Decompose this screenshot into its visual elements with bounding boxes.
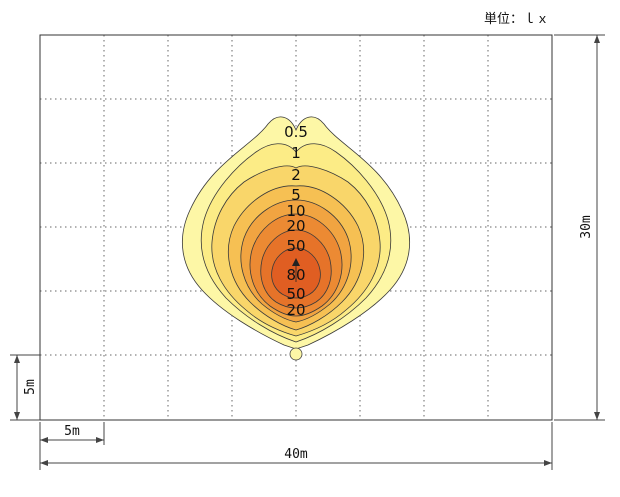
label-2: 2	[291, 166, 301, 184]
isolux-contours	[182, 116, 410, 361]
label-20: 20	[286, 217, 305, 235]
aim-arrow	[292, 258, 300, 266]
plan-frame	[39, 34, 553, 421]
dim-width: 40m	[39, 422, 553, 470]
label-80: 80	[286, 266, 305, 284]
label-50-lower: 50	[286, 285, 305, 303]
unit-label: 単位：ｌｘ	[484, 11, 549, 27]
dim-grid-y-label: 5m	[23, 379, 38, 395]
dim-grid-y: 5m	[10, 354, 40, 421]
label-0-5: 0.5	[284, 123, 308, 141]
label-20-lower: 20	[286, 301, 305, 319]
label-5: 5	[291, 186, 301, 204]
dim-grid-x: 5m	[40, 422, 105, 445]
dim-width-label: 40m	[284, 447, 308, 462]
dim-height-label: 30m	[579, 215, 594, 239]
label-50: 50	[286, 237, 305, 255]
dim-grid-x-label: 5m	[64, 424, 80, 439]
luminaire-marker	[289, 347, 303, 361]
label-10: 10	[286, 202, 305, 220]
dim-height: 30m	[554, 34, 605, 421]
contour-labels: 0.5 1 2 5 10 20 50 80 50 20	[284, 123, 308, 319]
label-1: 1	[291, 144, 301, 162]
